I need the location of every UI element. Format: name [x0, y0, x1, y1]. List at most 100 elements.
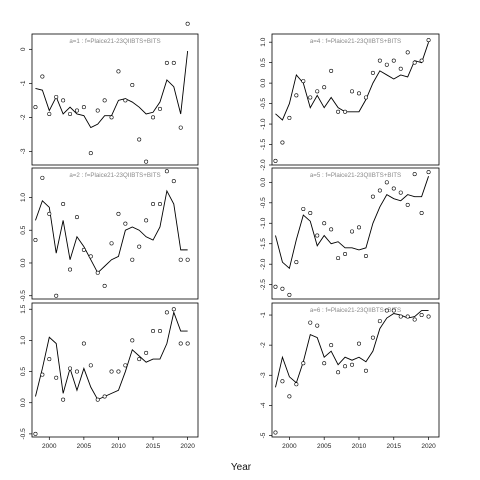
data-point — [419, 211, 424, 216]
x-axis-label: Year — [231, 462, 252, 473]
data-point — [398, 314, 403, 319]
y-tick-label: 0.5 — [260, 58, 267, 67]
x-tick-label: 2020 — [421, 443, 436, 450]
series-line — [275, 310, 429, 388]
y-tick-label: 0.0 — [260, 78, 267, 87]
x-tick-label: 2000 — [42, 443, 57, 450]
data-point — [47, 357, 52, 362]
data-point — [81, 247, 86, 252]
data-point — [40, 74, 45, 79]
data-point — [95, 397, 100, 402]
data-point — [74, 369, 79, 374]
data-point — [322, 361, 327, 366]
y-tick-label: -1 — [20, 80, 27, 86]
panel-6: a=6 : f=Plaice21-23QIIBTS+BITS -5 -4 -3 -2 -1… — [260, 302, 440, 450]
panel-title: a=6 : f=Plaice21-23QIIBTS+BITS — [310, 307, 401, 314]
data-point — [151, 329, 156, 334]
data-point — [405, 202, 410, 207]
x-tick-label: 2015 — [387, 443, 402, 450]
panel-4: a=5 : f=Plaice21-23QIIBTS+BITS -2.5 -2.0 -1… — [260, 167, 440, 300]
data-point — [54, 293, 59, 298]
panel-frame — [31, 167, 199, 300]
data-point — [68, 267, 73, 272]
x-tick-label: 2000 — [282, 443, 297, 450]
data-point — [287, 292, 292, 297]
data-point — [109, 115, 114, 120]
data-point — [61, 98, 66, 103]
data-point — [294, 260, 299, 265]
series-line — [35, 189, 188, 274]
data-point — [171, 179, 176, 184]
data-point — [47, 111, 52, 116]
data-point — [287, 115, 292, 120]
data-point — [74, 215, 79, 220]
data-point — [391, 58, 396, 63]
x-tick-label: 2005 — [77, 443, 92, 450]
panel-frame — [31, 302, 199, 438]
data-point — [164, 60, 169, 65]
y-tick-label: -0.5 — [260, 197, 267, 209]
data-point — [178, 125, 183, 130]
data-point — [137, 137, 142, 142]
data-point — [68, 111, 73, 116]
y-tick-label: 0.0 — [260, 177, 267, 186]
data-point — [164, 169, 169, 174]
panel-5: -0.5 0.0 0.5 1.0 1.5 2000 2005 2010 2015 2020 — [20, 302, 199, 450]
x-tick-label: 2005 — [317, 443, 332, 450]
data-point — [363, 368, 368, 373]
data-point — [54, 94, 59, 99]
data-point — [384, 180, 389, 185]
panel-frame — [271, 33, 440, 166]
data-point — [391, 308, 396, 313]
data-point — [336, 109, 341, 114]
panel-title: a=1 : f=Plaice21-23QIIBTS+BITS — [69, 38, 160, 45]
data-point — [102, 98, 107, 103]
data-point — [151, 202, 156, 207]
data-point — [391, 186, 396, 191]
data-point — [412, 172, 417, 177]
y-tick-label: 1.0 — [20, 335, 27, 344]
y-tick-label: 1.0 — [260, 37, 267, 46]
data-point — [384, 62, 389, 67]
data-point — [405, 314, 410, 319]
data-point — [377, 188, 382, 193]
panel-frame — [271, 167, 440, 300]
data-point — [102, 394, 107, 399]
y-tick-label: -2 — [260, 342, 267, 348]
y-tick-label: -1 — [260, 312, 267, 318]
data-point — [137, 244, 142, 249]
y-tick-label: 1.0 — [20, 193, 27, 202]
y-tick-label: -2 — [20, 114, 27, 120]
data-point — [81, 341, 86, 346]
y-tick-label: -0.5 — [260, 98, 267, 110]
data-point — [157, 329, 162, 334]
data-point — [412, 317, 417, 322]
panel-title: a=5 : f=Plaice21-23QIIBTS+BITS — [310, 172, 401, 179]
data-point — [343, 364, 348, 369]
data-point — [322, 221, 327, 226]
series-line — [275, 42, 429, 121]
data-point — [33, 105, 38, 110]
data-point — [294, 93, 299, 98]
x-tick-label: 2020 — [180, 443, 195, 450]
panel-title: a=4 : f=Plaice21-23QIIBTS+BITS — [310, 38, 401, 45]
panel-2: a=4 : f=Plaice21-23QIIBTS+BITS -2.0 -1.5 -1… — [260, 33, 440, 171]
data-point — [377, 319, 382, 324]
data-point — [61, 397, 66, 402]
data-point — [88, 151, 93, 156]
data-point — [308, 95, 313, 100]
data-point — [273, 284, 278, 289]
data-point — [322, 85, 327, 90]
panel-3: a=2 : f=Plaice21-23QIIBTS+BITS -0.5 0.0 0.5… — [20, 167, 199, 301]
y-tick-label: -2.0 — [260, 159, 267, 171]
panel-1: a=1 : f=Plaice21-23QIIBTS+BITS -3 -2 -1 0 — [20, 21, 199, 166]
data-point — [40, 372, 45, 377]
data-point — [315, 233, 320, 238]
data-point — [384, 308, 389, 313]
data-point — [329, 227, 334, 232]
series-line — [275, 176, 429, 270]
data-point — [88, 254, 93, 259]
panel-title: a=2 : f=Plaice21-23QIIBTS+BITS — [69, 172, 160, 179]
data-point — [61, 202, 66, 207]
